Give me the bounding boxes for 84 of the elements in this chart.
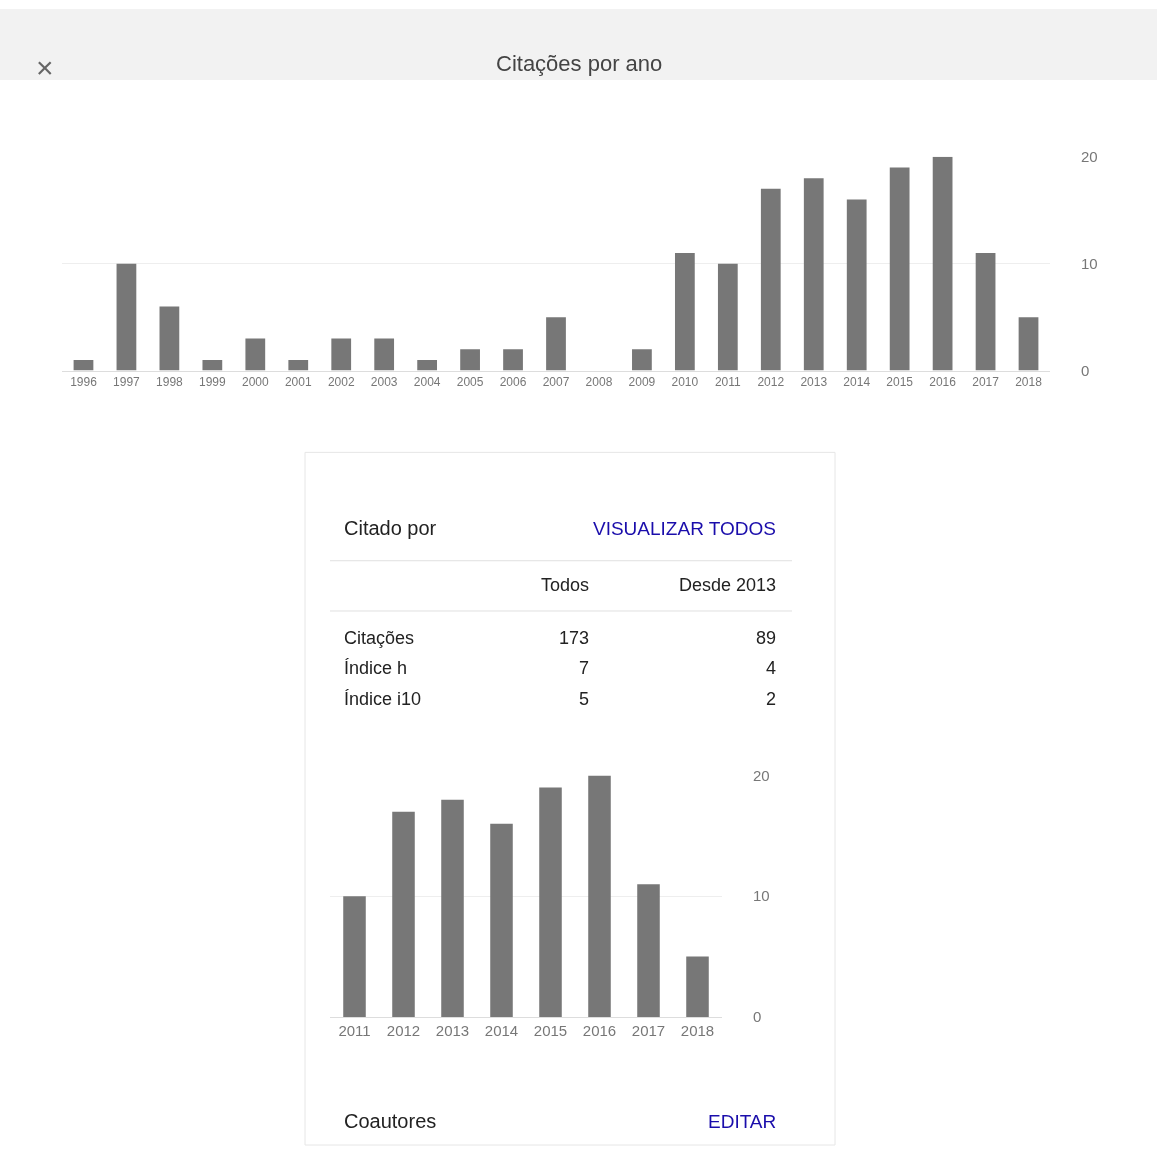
bar xyxy=(490,823,513,1017)
text: 89 xyxy=(756,628,777,648)
bar xyxy=(460,349,480,371)
x-tick-label: 2007 xyxy=(542,374,570,389)
bar xyxy=(116,263,137,371)
x-tick-label: 2016 xyxy=(582,1021,617,1039)
bar xyxy=(686,956,709,1017)
bar xyxy=(637,884,660,1017)
x-tick-label: 2018 xyxy=(680,1021,715,1039)
bar xyxy=(975,253,996,371)
x-tick-label: 2015 xyxy=(886,374,914,389)
x-tick-label: 2010 xyxy=(671,374,699,389)
text: 173 xyxy=(559,628,590,648)
text: Índice i10 xyxy=(344,689,422,709)
bar xyxy=(539,787,562,1017)
x-tick-label: 1996 xyxy=(70,374,98,389)
bar xyxy=(73,359,94,371)
x-tick-label: 2016 xyxy=(929,374,957,389)
bar xyxy=(632,349,652,371)
x-tick-label: 2006 xyxy=(499,374,527,389)
text: 5 xyxy=(579,689,590,709)
bar xyxy=(245,338,266,371)
bar xyxy=(343,896,366,1017)
text: Todos xyxy=(541,575,590,595)
x-tick-label: 2011 xyxy=(338,1021,371,1039)
x-tick-label: 2012 xyxy=(757,374,785,389)
x-tick-label: 2009 xyxy=(628,374,656,389)
text: 7 xyxy=(579,658,590,678)
x-tick-label: 1999 xyxy=(199,374,227,389)
bar xyxy=(288,359,309,371)
text: Desde 2013 xyxy=(679,575,777,595)
bar xyxy=(417,359,438,371)
text: EDITAR xyxy=(708,1111,777,1132)
bar xyxy=(889,167,910,371)
text: × xyxy=(36,51,54,84)
bar xyxy=(202,359,223,371)
bar xyxy=(159,306,180,371)
y-tick-label: 20 xyxy=(753,766,770,784)
x-tick-label: 2017 xyxy=(631,1021,666,1039)
x-tick-label: 2014 xyxy=(843,374,871,389)
text: VISUALIZAR TODOS xyxy=(593,518,777,539)
y-tick-label: 20 xyxy=(1081,148,1098,166)
text: Citado por xyxy=(344,517,437,539)
bar xyxy=(441,799,464,1017)
x-tick-label: 2015 xyxy=(533,1021,568,1039)
x-tick-label: 2001 xyxy=(284,374,312,389)
bar xyxy=(1018,317,1039,371)
x-tick-label: 2012 xyxy=(386,1021,421,1039)
bar xyxy=(546,317,566,371)
text: 4 xyxy=(766,658,777,678)
x-tick-label: 1998 xyxy=(156,374,184,389)
x-tick-label: 2013 xyxy=(800,374,828,389)
bar xyxy=(803,178,824,371)
y-tick-label: 0 xyxy=(753,1008,762,1026)
bar xyxy=(374,338,395,371)
text: 2 xyxy=(766,689,777,709)
bar xyxy=(846,199,867,371)
y-tick-label: 10 xyxy=(753,887,770,905)
chart-title: Citações por ano xyxy=(496,51,663,76)
bar xyxy=(760,188,781,371)
bar xyxy=(932,156,953,371)
x-tick-label: 2003 xyxy=(370,374,398,389)
y-tick-label: 0 xyxy=(1081,361,1090,379)
x-tick-label: 1997 xyxy=(113,374,141,389)
bar xyxy=(717,263,738,371)
x-tick-label: 2014 xyxy=(484,1021,519,1039)
bar xyxy=(392,811,415,1017)
bar xyxy=(588,775,611,1017)
x-tick-label: 2005 xyxy=(456,374,484,389)
x-tick-label: 2004 xyxy=(413,374,441,389)
y-tick-label: 10 xyxy=(1081,254,1098,272)
x-tick-label: 2017 xyxy=(972,374,1000,389)
bar xyxy=(674,253,695,371)
text: Coautores xyxy=(344,1110,437,1132)
text: Índice h xyxy=(344,658,408,678)
x-tick-label: 2011 xyxy=(714,374,742,389)
bar xyxy=(503,349,523,371)
x-tick-label: 2008 xyxy=(585,374,613,389)
x-tick-label: 2013 xyxy=(435,1021,470,1039)
text: Citações xyxy=(344,628,415,648)
x-tick-label: 2000 xyxy=(241,374,269,389)
x-tick-label: 2018 xyxy=(1015,374,1043,389)
bar xyxy=(331,338,352,371)
x-tick-label: 2002 xyxy=(327,374,355,389)
